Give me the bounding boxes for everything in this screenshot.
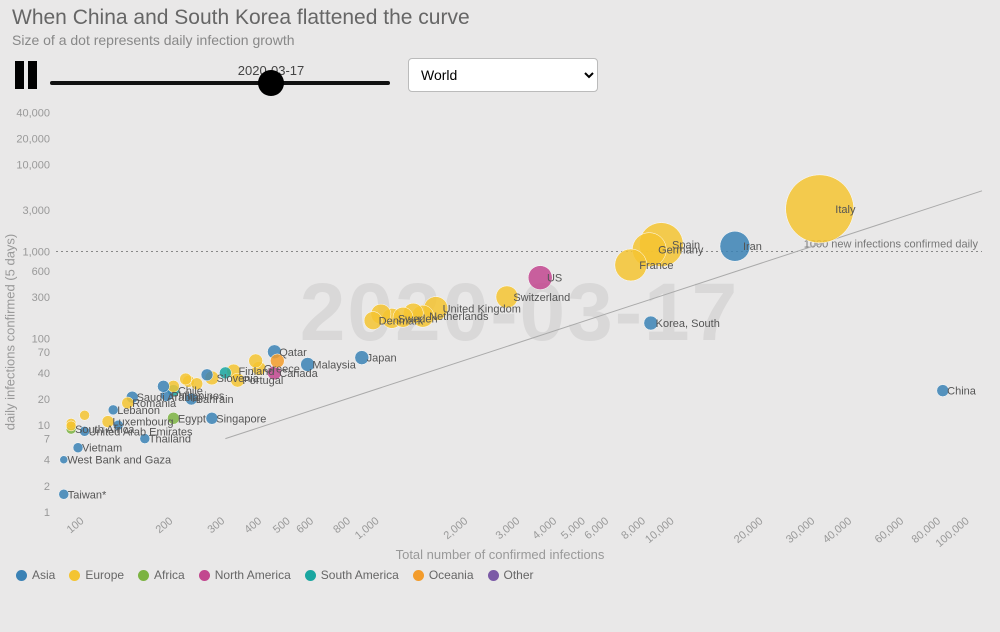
legend-swatch: [413, 570, 424, 581]
x-tick-label: 100: [65, 515, 87, 536]
x-tick-label: 400: [242, 515, 264, 536]
diagonal-guide: [225, 191, 982, 439]
data-point-label: Japan: [367, 353, 397, 365]
x-tick-label: 4,000: [530, 515, 559, 542]
legend: Asia Europe Africa North America South Ameri…: [12, 566, 988, 588]
legend-label: Asia: [32, 568, 55, 582]
data-point[interactable]: [180, 373, 192, 385]
legend-swatch: [199, 570, 210, 581]
y-tick-label: 3,000: [22, 205, 50, 217]
legend-label: Other: [504, 568, 534, 582]
legend-label: North America: [215, 568, 291, 582]
y-tick-label: 1,000: [22, 247, 50, 259]
x-axis-label: Total number of confirmed infections: [396, 547, 605, 562]
data-point[interactable]: [80, 410, 90, 420]
x-tick-label: 600: [294, 515, 316, 536]
y-tick-label: 10: [38, 420, 50, 432]
legend-item[interactable]: Asia: [16, 568, 55, 582]
data-point-label: Lebanon: [117, 405, 160, 417]
y-tick-label: 300: [32, 292, 50, 304]
region-select[interactable]: WorldAsiaEuropeAfricaNorth AmericaSouth …: [408, 58, 598, 92]
x-tick-label: 200: [154, 515, 176, 536]
data-point-label: Vietnam: [82, 443, 122, 455]
legend-swatch: [305, 570, 316, 581]
page-subtitle: Size of a dot represents daily infection…: [12, 32, 988, 48]
y-tick-label: 7: [44, 434, 50, 446]
legend-item[interactable]: Other: [488, 568, 534, 582]
x-tick-label: 500: [271, 515, 293, 536]
legend-item[interactable]: Europe: [69, 568, 124, 582]
x-tick-label: 3,000: [494, 515, 523, 542]
y-axis-label: daily infections confirmed (5 days): [3, 234, 18, 431]
y-tick-label: 10,000: [16, 160, 50, 172]
playback-controls: 2020-03-17 WorldAsiaEuropeAfricaNorth Am…: [12, 58, 988, 92]
pause-button[interactable]: [12, 59, 40, 91]
data-point-label: Italy: [835, 204, 856, 216]
x-tick-label: 20,000: [732, 515, 765, 546]
data-point-label: China: [947, 386, 977, 398]
y-tick-label: 40: [38, 368, 50, 380]
scatter-chart: 2020-03-17 1247102040701003006001,0003,0…: [12, 98, 988, 566]
slider-track[interactable]: [50, 81, 390, 85]
data-point-label: Slovenia: [217, 373, 260, 385]
legend-swatch: [488, 570, 499, 581]
y-tick-label: 4: [44, 455, 50, 467]
x-tick-label: 2,000: [442, 515, 471, 542]
x-tick-label: 40,000: [821, 515, 854, 546]
data-point-label: Denmark: [379, 316, 424, 328]
data-point-label: Germany: [658, 245, 704, 257]
legend-swatch: [138, 570, 149, 581]
y-tick-label: 100: [32, 333, 50, 345]
data-point-label: France: [639, 260, 673, 272]
data-point-label: Egypt: [178, 413, 206, 425]
pause-icon: [28, 61, 37, 89]
data-point-label: Singapore: [216, 413, 266, 425]
data-point-label: Malaysia: [312, 359, 356, 371]
x-tick-label: 10,000: [643, 515, 676, 546]
x-tick-label: 800: [331, 515, 353, 536]
data-point-label: Taiwan*: [68, 489, 107, 501]
data-point-label: Korea, South: [656, 318, 720, 330]
x-tick-label: 6,000: [582, 515, 611, 542]
y-tick-label: 1: [44, 507, 50, 519]
data-point[interactable]: [157, 380, 169, 392]
legend-item[interactable]: Africa: [138, 568, 185, 582]
legend-item[interactable]: North America: [199, 568, 291, 582]
x-tick-label: 300: [206, 515, 228, 536]
page-title: When China and South Korea flattened the…: [12, 6, 988, 30]
slider-handle[interactable]: [258, 70, 284, 96]
legend-label: Africa: [154, 568, 185, 582]
data-point[interactable]: [201, 369, 213, 381]
y-tick-label: 70: [38, 347, 50, 359]
legend-item[interactable]: South America: [305, 568, 399, 582]
x-tick-label: 5,000: [559, 515, 588, 542]
legend-label: South America: [321, 568, 399, 582]
legend-swatch: [16, 570, 27, 581]
data-point-label: Switzerland: [513, 292, 570, 304]
chart-svg: 1 2 4 7 10 20 40 70 100 300 600 1,000 3,000 10,000 20,…: [12, 98, 988, 566]
data-point-label: Qatar: [279, 347, 307, 359]
data-point-label: Iran: [743, 241, 762, 253]
y-tick-label: 20: [38, 394, 50, 406]
data-point-label: South Africa: [75, 424, 135, 436]
data-point-label: US: [547, 273, 562, 285]
legend-swatch: [69, 570, 80, 581]
y-tick-label: 20,000: [16, 134, 50, 146]
y-tick-label: 40,000: [16, 107, 50, 119]
legend-item[interactable]: Oceania: [413, 568, 474, 582]
data-point-label: Netherlands: [429, 311, 489, 323]
legend-label: Oceania: [429, 568, 474, 582]
y-tick-label: 600: [32, 266, 50, 278]
x-tick-label: 60,000: [873, 515, 906, 546]
legend-label: Europe: [85, 568, 124, 582]
timeline-slider[interactable]: 2020-03-17: [50, 65, 390, 85]
pause-icon: [15, 61, 24, 89]
data-point-label: West Bank and Gaza: [67, 455, 172, 467]
x-tick-label: 30,000: [784, 515, 817, 546]
x-tick-label: 1,000: [353, 515, 382, 542]
y-tick-label: 2: [44, 481, 50, 493]
